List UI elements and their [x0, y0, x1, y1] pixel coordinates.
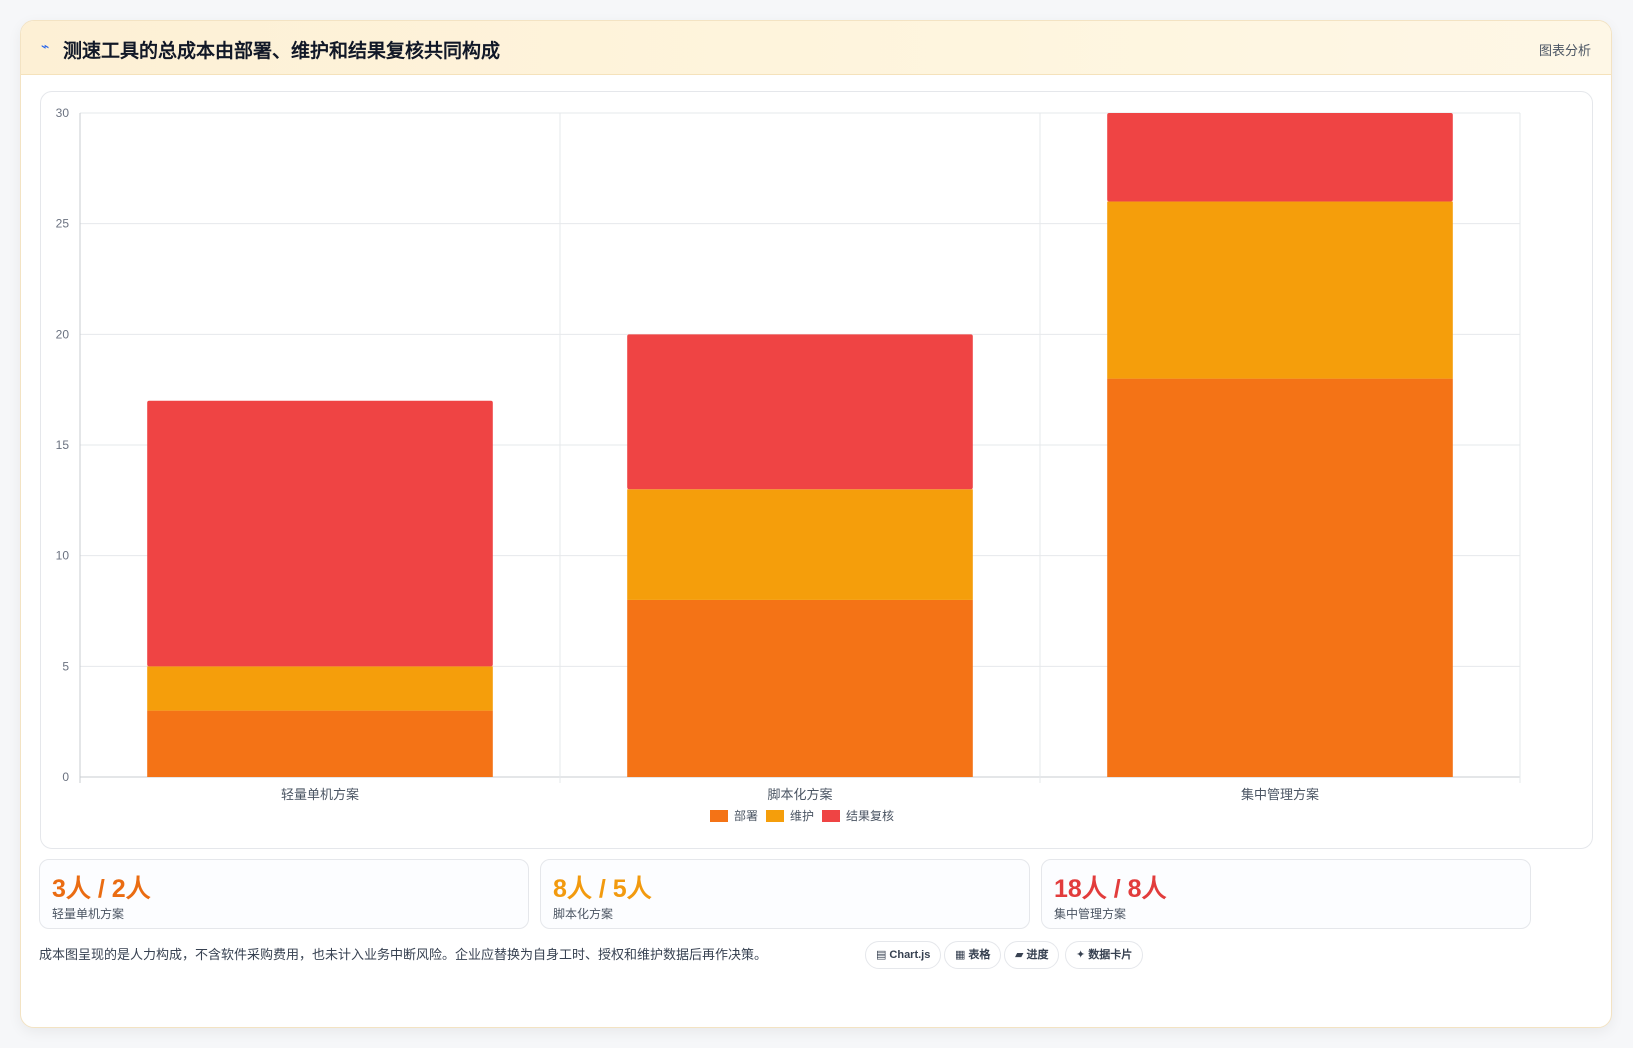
y-tick-label: 10 — [56, 549, 70, 563]
bar-segment — [147, 400, 493, 667]
y-tick-label: 0 — [62, 770, 69, 784]
chip-chartjs[interactable]: ▤ Chart.js — [865, 941, 942, 969]
bar-segment — [627, 334, 973, 490]
y-tick-label: 30 — [56, 106, 70, 120]
chip-data-card[interactable]: ✦ 数据卡片 — [1065, 941, 1144, 969]
stat-card-light: 3人 / 2人 轻量单机方案 — [39, 859, 529, 929]
y-tick-label: 5 — [62, 659, 69, 673]
chip-progress[interactable]: ▰ 进度 — [1004, 941, 1060, 969]
stat-value: 18人 / 8人 — [1054, 875, 1167, 903]
chip-label: 进度 — [1026, 949, 1049, 961]
progress-icon: ▰ — [1015, 949, 1024, 961]
stat-card-script: 8人 / 5人 脚本化方案 — [540, 859, 1030, 929]
legend-swatch — [766, 810, 784, 822]
x-tick-label: 轻量单机方案 — [281, 787, 359, 802]
x-tick-label: 集中管理方案 — [1241, 787, 1319, 802]
bar-segment — [627, 599, 973, 777]
legend-label: 结果复核 — [846, 809, 894, 823]
card-header: ⌁ 测速工具的总成本由部署、维护和结果复核共同构成 图表分析 — [21, 21, 1611, 75]
chip-label: Chart.js — [889, 949, 931, 961]
report-card: ⌁ 测速工具的总成本由部署、维护和结果复核共同构成 图表分析 0 5 10 15 20 2… — [20, 20, 1612, 1028]
stat-label: 集中管理方案 — [1054, 907, 1127, 921]
chip-label: 数据卡片 — [1088, 949, 1133, 961]
chart-panel: 0 5 10 15 20 25 30 轻量单机方案 脚本化方案 集中管理方案部署 维护 结果复核 — [40, 91, 1593, 849]
trend-icon: ⌁ — [41, 38, 50, 54]
stat-label: 脚本化方案 — [553, 907, 614, 921]
bar-segment — [147, 666, 493, 711]
legend-swatch — [822, 810, 840, 822]
bar-segment — [1107, 113, 1453, 202]
chart-icon: ▤ — [876, 949, 887, 961]
bar-segment — [1107, 378, 1453, 777]
bar-segment — [147, 710, 493, 777]
bar-segment — [627, 489, 973, 600]
page-title: 测速工具的总成本由部署、维护和结果复核共同构成 — [63, 41, 501, 62]
bar-segment — [1107, 201, 1453, 379]
chip-label: 表格 — [968, 949, 991, 961]
header-tag: 图表分析 — [1538, 43, 1591, 58]
chip-table[interactable]: ▦ 表格 — [944, 941, 1002, 969]
y-tick-label: 20 — [56, 327, 70, 341]
y-tick-label: 25 — [56, 217, 70, 231]
footer-note: 成本图呈现的是人力构成，不含软件采购费用，也未计入业务中断风险。企业应替换为自身… — [39, 947, 768, 962]
y-tick-label: 15 — [56, 438, 70, 452]
legend-label: 维护 — [790, 809, 814, 823]
legend-swatch — [710, 810, 728, 822]
stat-value: 8人 / 5人 — [553, 875, 652, 903]
sparkle-icon: ✦ — [1076, 949, 1086, 961]
table-icon: ▦ — [955, 949, 966, 961]
stat-label: 轻量单机方案 — [52, 907, 125, 921]
stat-card-central: 18人 / 8人 集中管理方案 — [1041, 859, 1531, 929]
stat-value: 3人 / 2人 — [52, 875, 151, 903]
x-tick-label: 脚本化方案 — [767, 787, 832, 802]
legend-label: 部署 — [734, 808, 758, 823]
